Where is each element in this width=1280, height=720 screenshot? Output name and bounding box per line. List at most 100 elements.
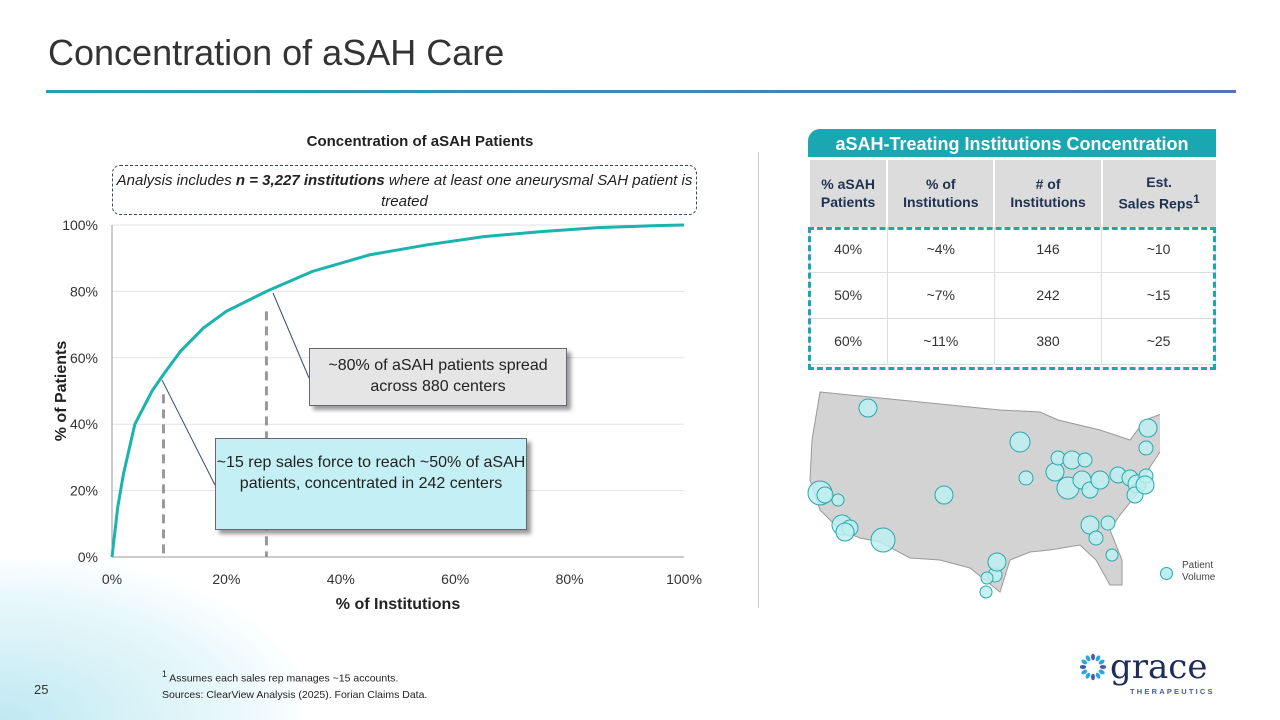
header-line: Patients bbox=[820, 193, 876, 210]
concentration-table: % aSAH Patients% of Institutions # of Instit… bbox=[807, 160, 1216, 365]
patient-volume-bubble bbox=[934, 485, 954, 505]
table-row: 40% ~4% 146 ~10 bbox=[808, 225, 1216, 273]
y-tick-label: 0% bbox=[78, 549, 98, 565]
note-suffix: where at least one aneurysmal SAH patien… bbox=[381, 172, 693, 210]
patient-volume-bubble bbox=[816, 486, 834, 504]
vertical-divider bbox=[758, 152, 759, 608]
patient-volume-bubble bbox=[1088, 530, 1104, 546]
footnote-text: Assumes each sales rep manages ~15 accou… bbox=[166, 672, 399, 685]
header-line: Sales Reps bbox=[1118, 195, 1194, 212]
us-map bbox=[807, 391, 1160, 599]
sources: Sources: ClearView Analysis (2025). Fori… bbox=[162, 689, 428, 701]
table-cell: 40% bbox=[808, 225, 888, 273]
patient-volume-bubble bbox=[870, 527, 896, 553]
patient-volume-bubble bbox=[1009, 431, 1031, 453]
table-cell: 60% bbox=[808, 317, 888, 365]
patient-volume-legend-icon bbox=[1160, 567, 1173, 580]
page-title: Concentration of aSAH Care bbox=[48, 32, 505, 73]
patient-volume-bubble bbox=[1138, 418, 1158, 438]
x-axis-label: % of Institutions bbox=[336, 596, 461, 613]
table-cell: 146 bbox=[993, 225, 1103, 273]
patient-volume-bubble bbox=[831, 493, 845, 507]
table-cell: 50% bbox=[808, 271, 888, 319]
title-divider bbox=[46, 90, 1236, 93]
logo-sub: THERAPEUTICS bbox=[1130, 687, 1215, 696]
note-prefix: Analysis includes bbox=[116, 172, 236, 189]
burst-petal bbox=[1085, 672, 1091, 679]
x-tick-label: 60% bbox=[441, 571, 469, 587]
burst-petal bbox=[1095, 655, 1101, 662]
table-cell: 380 bbox=[993, 317, 1103, 365]
x-tick-label: 0% bbox=[102, 571, 122, 587]
callout-50pct: ~15 rep sales force to reach ~50% of aSA… bbox=[215, 438, 527, 530]
table-cell: ~4% bbox=[886, 225, 995, 273]
legend-line-2: Volume bbox=[1182, 572, 1216, 583]
table-cell: 242 bbox=[993, 271, 1103, 319]
table-header: # of Institutions bbox=[993, 160, 1102, 226]
legend-line-1: Patient bbox=[1182, 560, 1214, 571]
burst-petal bbox=[1081, 659, 1088, 665]
patient-volume-bubble bbox=[1090, 470, 1110, 490]
x-tick-label: 80% bbox=[556, 571, 584, 587]
table-row: 50% ~7% 242 ~15 bbox=[808, 271, 1216, 319]
table-header: Est. Sales Reps1 bbox=[1100, 160, 1216, 226]
x-tick-label: 40% bbox=[327, 571, 355, 587]
burst-petal bbox=[1079, 665, 1087, 669]
patient-curve bbox=[110, 223, 685, 558]
burst-petal bbox=[1099, 665, 1107, 669]
y-tick-label: 60% bbox=[70, 350, 98, 366]
burst-petal bbox=[1091, 673, 1095, 681]
table-header: % aSAH Patients bbox=[807, 160, 888, 226]
patient-volume-bubble bbox=[1105, 548, 1119, 562]
us-map-shape bbox=[809, 391, 1160, 593]
burst-petal bbox=[1098, 669, 1105, 675]
callout-leader bbox=[272, 292, 310, 379]
header-line: % aSAH bbox=[821, 175, 875, 192]
note-bold: n = 3,227 institutions bbox=[235, 172, 385, 189]
table-header: % of Institutions bbox=[886, 160, 995, 226]
header-sup: 1 bbox=[1193, 192, 1200, 206]
footnote-sup: 1 bbox=[162, 669, 167, 679]
patient-volume-bubble bbox=[987, 552, 1007, 572]
patient-volume-bubble bbox=[1100, 515, 1116, 531]
header-line: Institutions bbox=[903, 193, 979, 210]
table-cell: ~15 bbox=[1101, 271, 1216, 319]
y-tick-label: 100% bbox=[62, 217, 98, 233]
chart-title: Concentration of aSAH Patients bbox=[306, 133, 534, 150]
x-tick-label: 100% bbox=[666, 571, 702, 587]
table-cell: ~10 bbox=[1101, 225, 1216, 273]
map-legend: Patient Volume bbox=[1160, 560, 1240, 584]
patient-volume-bubble bbox=[1077, 452, 1093, 468]
header-line: % of bbox=[926, 175, 956, 192]
y-tick-label: 40% bbox=[70, 416, 98, 432]
burst-petal bbox=[1091, 653, 1095, 661]
callout-leader bbox=[161, 379, 216, 486]
table-title: aSAH-Treating Institutions Concentration bbox=[808, 129, 1216, 157]
patient-volume-bubble bbox=[1018, 470, 1034, 486]
patient-volume-bubble bbox=[1045, 462, 1065, 482]
burst-petal bbox=[1098, 659, 1105, 665]
header-line: Est. bbox=[1146, 173, 1172, 190]
table-cell: ~11% bbox=[886, 317, 995, 365]
analysis-note: Analysis includes n = 3,227 institutions… bbox=[112, 165, 697, 215]
header-line: Institutions bbox=[1010, 193, 1086, 210]
patient-volume-bubble bbox=[858, 398, 878, 418]
y-axis-label: % of Patients bbox=[53, 341, 70, 442]
x-tick-label: 20% bbox=[212, 571, 240, 587]
patient-volume-bubble bbox=[980, 571, 994, 585]
burst-petal bbox=[1085, 655, 1091, 662]
highlight-box bbox=[808, 227, 1216, 370]
grace-logo: grace THERAPEUTICS bbox=[1078, 650, 1248, 700]
background-swoosh bbox=[0, 560, 300, 720]
logo-name: grace bbox=[1110, 647, 1208, 687]
y-tick-label: 20% bbox=[70, 483, 98, 499]
patient-volume-bubble bbox=[835, 522, 855, 542]
patient-volume-bubble bbox=[1135, 475, 1155, 495]
logo-burst-icon bbox=[1079, 653, 1107, 681]
patient-volume-bubble bbox=[1138, 440, 1154, 456]
footnote: 1 Assumes each sales rep manages ~15 acc… bbox=[162, 668, 398, 686]
burst-petal bbox=[1095, 672, 1101, 679]
burst-petal bbox=[1081, 669, 1088, 675]
callout-80pct: ~80% of aSAH patients spread across 880 … bbox=[309, 348, 567, 406]
page-number: 25 bbox=[34, 682, 49, 697]
